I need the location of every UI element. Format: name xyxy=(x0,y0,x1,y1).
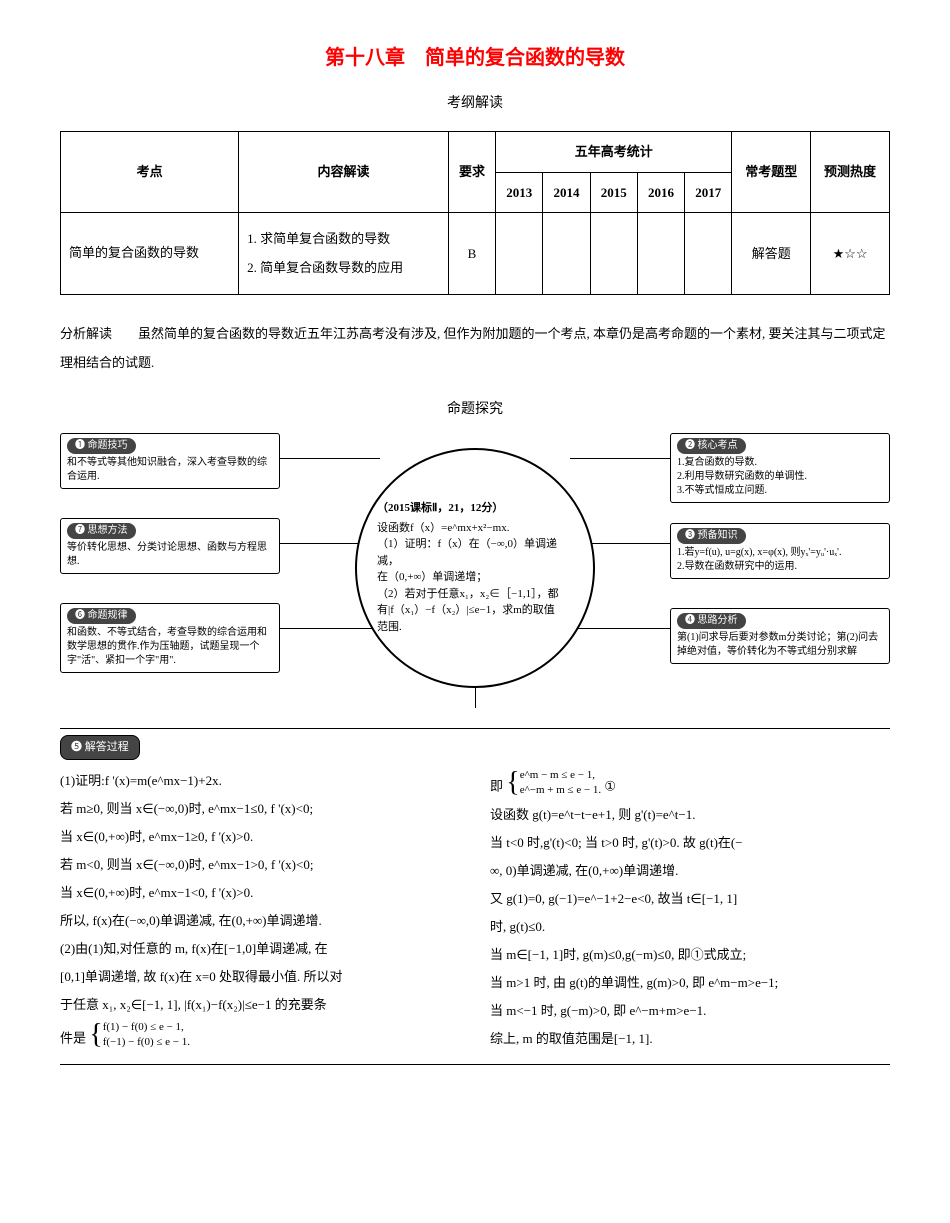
th-req: 要求 xyxy=(448,132,495,213)
connector-down xyxy=(475,688,476,708)
subtitle: 考纲解读 xyxy=(60,91,890,116)
node-technique: ❶ 命题技巧 和不等式等其他知识融合，深入考查导数的综合运用. xyxy=(60,433,280,489)
sol-line: 设函数 g(t)=e^t−t−e+1, 则 g'(t)=e^t−1. xyxy=(490,802,890,828)
th-2013: 2013 xyxy=(496,172,543,212)
node-pattern: ❻ 命题规律 和函数、不等式结合，考查导数的综合运用和数学思想的贯作.作为压轴题… xyxy=(60,603,280,673)
node-label: ❹ 思路分析 xyxy=(677,613,746,629)
sol-line: 若 m≥0, 则当 x∈(−∞,0)时, e^mx−1≤0, f '(x)<0; xyxy=(60,796,460,822)
th-content: 内容解读 xyxy=(239,132,449,213)
chapter-title: 第十八章 简单的复合函数的导数 xyxy=(60,40,890,76)
sol-line: 于任意 x₁, x₂∈[−1, 1], |f(x₁)−f(x₂)|≤e−1 的充… xyxy=(60,992,460,1018)
node-label: ❸ 预备知识 xyxy=(677,528,746,544)
center-line: 设函数f（x）=e^mx+x²−mx. xyxy=(377,520,573,537)
cell-2016 xyxy=(637,212,684,294)
sol-line: ∞, 0)单调递减, 在(0,+∞)单调递增. xyxy=(490,858,890,884)
sol-line: 当 m∈[−1, 1]时, g(m)≤0,g(−m)≤0, 即①式成立; xyxy=(490,942,890,968)
sol-line: 当 x∈(0,+∞)时, e^mx−1≥0, f '(x)>0. xyxy=(60,824,460,850)
concept-map-section: 命题探究 （2015课标Ⅱ，21，12分） 设函数f（x）=e^mx+x²−mx… xyxy=(60,397,890,707)
th-type: 常考题型 xyxy=(732,132,811,213)
node-text: 1.若y=f(u), u=g(x), x=φ(x), 则yₓ'=yᵤ'·uₓ'.… xyxy=(677,546,883,574)
th-heat: 预测热度 xyxy=(811,132,890,213)
node-label: ❶ 命题技巧 xyxy=(67,438,136,454)
sol-line: 时, g(t)≤0. xyxy=(490,914,890,940)
th-2016: 2016 xyxy=(637,172,684,212)
sol-line: (1)证明:f '(x)=m(e^mx−1)+2x. xyxy=(60,768,460,794)
sol-prefix: 即 xyxy=(490,779,503,794)
center-line: （2）若对于任意x₁，x₂∈［−1,1］，都 xyxy=(377,586,573,603)
node-label: ❷ 核心考点 xyxy=(677,438,746,454)
sol-line: 件是 { f(1) − f(0) ≤ e − 1, f(−1) − f(0) ≤… xyxy=(60,1020,460,1051)
node-text: 和函数、不等式结合，考查导数的综合运用和数学思想的贯作.作为压轴题，试题呈现一个… xyxy=(67,626,273,668)
node-text: 等价转化思想、分类讨论思想、函数与方程思想. xyxy=(67,541,273,569)
cell-topic: 简单的复合函数的导数 xyxy=(61,212,239,294)
node-approach: ❹ 思路分析 第(1)问求导后要对参数m分类讨论；第(2)问去掉绝对值，等价转化… xyxy=(670,608,890,664)
connector xyxy=(280,458,380,459)
node-label: ❼ 思想方法 xyxy=(67,523,136,539)
solution-left: (1)证明:f '(x)=m(e^mx−1)+2x. 若 m≥0, 则当 x∈(… xyxy=(60,768,460,1053)
cell-2013 xyxy=(496,212,543,294)
center-problem: （2015课标Ⅱ，21，12分） 设函数f（x）=e^mx+x²−mx. （1）… xyxy=(355,448,595,688)
sol-prefix: 件是 xyxy=(60,1031,86,1046)
center-line: 有|f（x₁）−f（x₂）|≤e−1，求m的取值 xyxy=(377,602,573,619)
sol-line: 又 g(1)=0, g(−1)=e^−1+2−e<0, 故当 t∈[−1, 1] xyxy=(490,886,890,912)
center-line: （1）证明：f（x）在（−∞,0）单调递减， xyxy=(377,536,573,569)
sol-line: 若 m<0, 则当 x∈(−∞,0)时, e^mx−1>0, f '(x)<0; xyxy=(60,852,460,878)
diagram-title: 命题探究 xyxy=(60,397,890,422)
sol-line: (2)由(1)知,对任意的 m, f(x)在[−1,0]单调递减, 在 xyxy=(60,936,460,962)
th-stats: 五年高考统计 xyxy=(496,132,732,172)
node-core: ❷ 核心考点 1.复合函数的导数. 2.利用导数研究函数的单调性. 3.不等式恒… xyxy=(670,433,890,503)
cell-req: B xyxy=(448,212,495,294)
solution-right: 即 { e^m − m ≤ e − 1, e^−m + m ≤ e − 1. ①… xyxy=(490,768,890,1053)
node-text: 1.复合函数的导数. 2.利用导数研究函数的单调性. 3.不等式恒成立问题. xyxy=(677,456,883,498)
node-prereq: ❸ 预备知识 1.若y=f(u), u=g(x), x=φ(x), 则yₓ'=y… xyxy=(670,523,890,579)
solution-section: ❺ 解答过程 (1)证明:f '(x)=m(e^mx−1)+2x. 若 m≥0,… xyxy=(60,728,890,1054)
solution-columns: (1)证明:f '(x)=m(e^mx−1)+2x. 若 m≥0, 则当 x∈(… xyxy=(60,768,890,1053)
th-2015: 2015 xyxy=(590,172,637,212)
node-text: 和不等式等其他知识融合，深入考查导数的综合运用. xyxy=(67,456,273,484)
equation-system: { e^m − m ≤ e − 1, e^−m + m ≤ e − 1. xyxy=(506,768,601,797)
cell-2014 xyxy=(543,212,590,294)
sol-line: 当 x∈(0,+∞)时, e^mx−1<0, f '(x)>0. xyxy=(60,880,460,906)
node-label: ❻ 命题规律 xyxy=(67,608,136,624)
connector xyxy=(570,458,670,459)
connector xyxy=(280,628,380,629)
sol-line: [0,1]单调递增, 故 f(x)在 x=0 处取得最小值. 所以对 xyxy=(60,964,460,990)
sol-line: 当 t<0 时,g'(t)<0; 当 t>0 时, g'(t)>0. 故 g(t… xyxy=(490,830,890,856)
connector xyxy=(570,628,670,629)
cell-type: 解答题 xyxy=(732,212,811,294)
center-header: （2015课标Ⅱ，21，12分） xyxy=(377,500,573,517)
sys-row: f(−1) − f(0) ≤ e − 1. xyxy=(103,1035,190,1049)
sys-row: f(1) − f(0) ≤ e − 1, xyxy=(103,1020,190,1034)
cell-heat: ★☆☆ xyxy=(811,212,890,294)
sys-row: e^−m + m ≤ e − 1. xyxy=(520,783,601,797)
center-line: 在（0,+∞）单调递增； xyxy=(377,569,573,586)
cell-2015 xyxy=(590,212,637,294)
th-2014: 2014 xyxy=(543,172,590,212)
cell-2017 xyxy=(685,212,732,294)
cell-content: 1. 求简单复合函数的导数 2. 简单复合函数导数的应用 xyxy=(239,212,449,294)
sol-line: 当 m>1 时, 由 g(t)的单调性, g(m)>0, 即 e^m−m>e−1… xyxy=(490,970,890,996)
sol-line: 所以, f(x)在(−∞,0)单调递减, 在(0,+∞)单调递增. xyxy=(60,908,460,934)
table-row: 简单的复合函数的导数 1. 求简单复合函数的导数 2. 简单复合函数导数的应用 … xyxy=(61,212,890,294)
center-line: 范围. xyxy=(377,619,573,636)
sol-line: 综上, m 的取值范围是[−1, 1]. xyxy=(490,1026,890,1052)
divider xyxy=(60,1064,890,1065)
solution-label: ❺ 解答过程 xyxy=(60,735,140,761)
sol-line: 即 { e^m − m ≤ e − 1, e^−m + m ≤ e − 1. ① xyxy=(490,768,890,799)
node-text: 第(1)问求导后要对参数m分类讨论；第(2)问去掉绝对值，等价转化为不等式组分别… xyxy=(677,631,883,659)
th-2017: 2017 xyxy=(685,172,732,212)
connector xyxy=(590,543,670,544)
node-thought: ❼ 思想方法 等价转化思想、分类讨论思想、函数与方程思想. xyxy=(60,518,280,574)
syllabus-table: 考点 内容解读 要求 五年高考统计 常考题型 预测热度 2013 2014 20… xyxy=(60,131,890,295)
connector xyxy=(280,543,360,544)
th-topic: 考点 xyxy=(61,132,239,213)
sys-row: e^m − m ≤ e − 1, xyxy=(520,768,601,782)
circled-ref: ① xyxy=(604,779,616,794)
analysis-text: 分析解读 虽然简单的复合函数的导数近五年江苏高考没有涉及, 但作为附加题的一个考… xyxy=(60,320,890,377)
sol-line: 当 m<−1 时, g(−m)>0, 即 e^−m+m>e−1. xyxy=(490,998,890,1024)
concept-map: （2015课标Ⅱ，21，12分） 设函数f（x）=e^mx+x²−mx. （1）… xyxy=(60,428,890,708)
equation-system: { f(1) − f(0) ≤ e − 1, f(−1) − f(0) ≤ e … xyxy=(89,1020,190,1049)
